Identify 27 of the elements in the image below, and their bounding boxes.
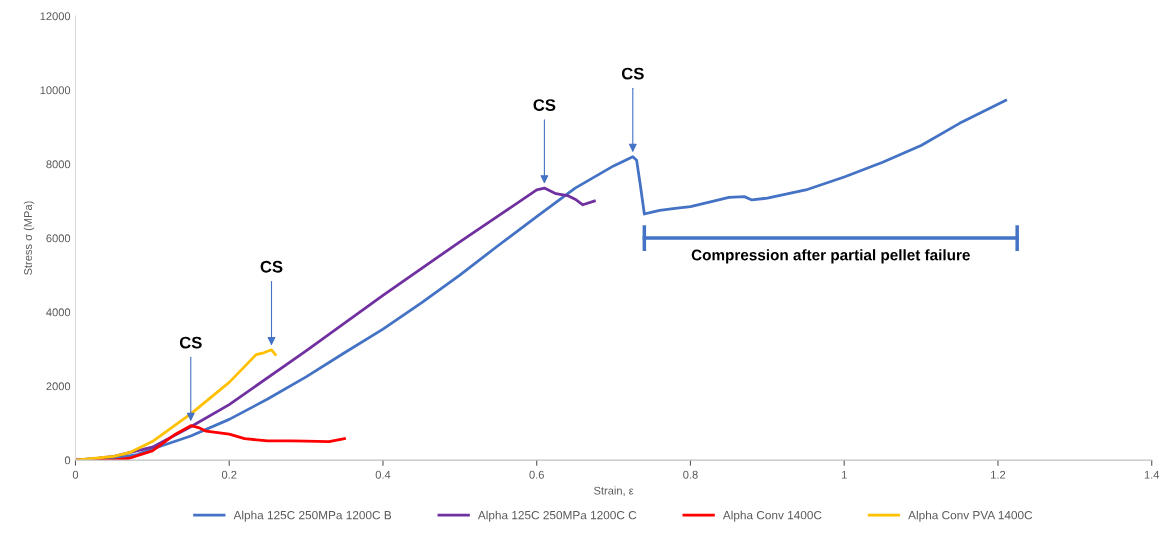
- x-tick-label: 0.8: [683, 470, 698, 479]
- x-tick-label: 1.2: [991, 470, 1006, 479]
- y-tick-label: 10000: [40, 86, 71, 95]
- x-tick-label: 1: [841, 470, 847, 479]
- y-axis-title: Stress σ (MPa): [23, 201, 35, 275]
- annotation: CS: [533, 99, 556, 111]
- legend-label: Alpha 125C 250MPa 1200C B: [233, 510, 392, 522]
- annotation: CS: [179, 336, 202, 349]
- x-tick-label: 0.4: [375, 470, 391, 479]
- line-series: [75, 348, 277, 461]
- legend-label: Alpha Conv 1400C: [722, 510, 822, 522]
- legend-label: Alpha 125C 250MPa 1200C C: [477, 510, 637, 522]
- y-tick-label: 6000: [46, 234, 71, 243]
- legend-label: Alpha Conv PVA 1400C: [908, 510, 1033, 522]
- y-tick-label: 2000: [46, 382, 71, 391]
- y-tick-label: 4000: [46, 308, 71, 317]
- x-tick-label: 0.2: [221, 470, 237, 479]
- x-tick-label: 1.4: [1144, 470, 1160, 479]
- x-axis-title: Strain, ε: [594, 486, 634, 496]
- x-tick-label: 0.6: [529, 470, 544, 479]
- y-tick-label: 8000: [46, 160, 71, 169]
- y-tick-label: 12000: [40, 12, 71, 21]
- annotation: CS: [260, 260, 283, 273]
- annotation: Compression after partial pellet failure: [691, 249, 970, 264]
- annotation: CS: [621, 67, 644, 80]
- y-tick-label: 0: [64, 456, 71, 465]
- x-tick-label: 0: [72, 470, 79, 479]
